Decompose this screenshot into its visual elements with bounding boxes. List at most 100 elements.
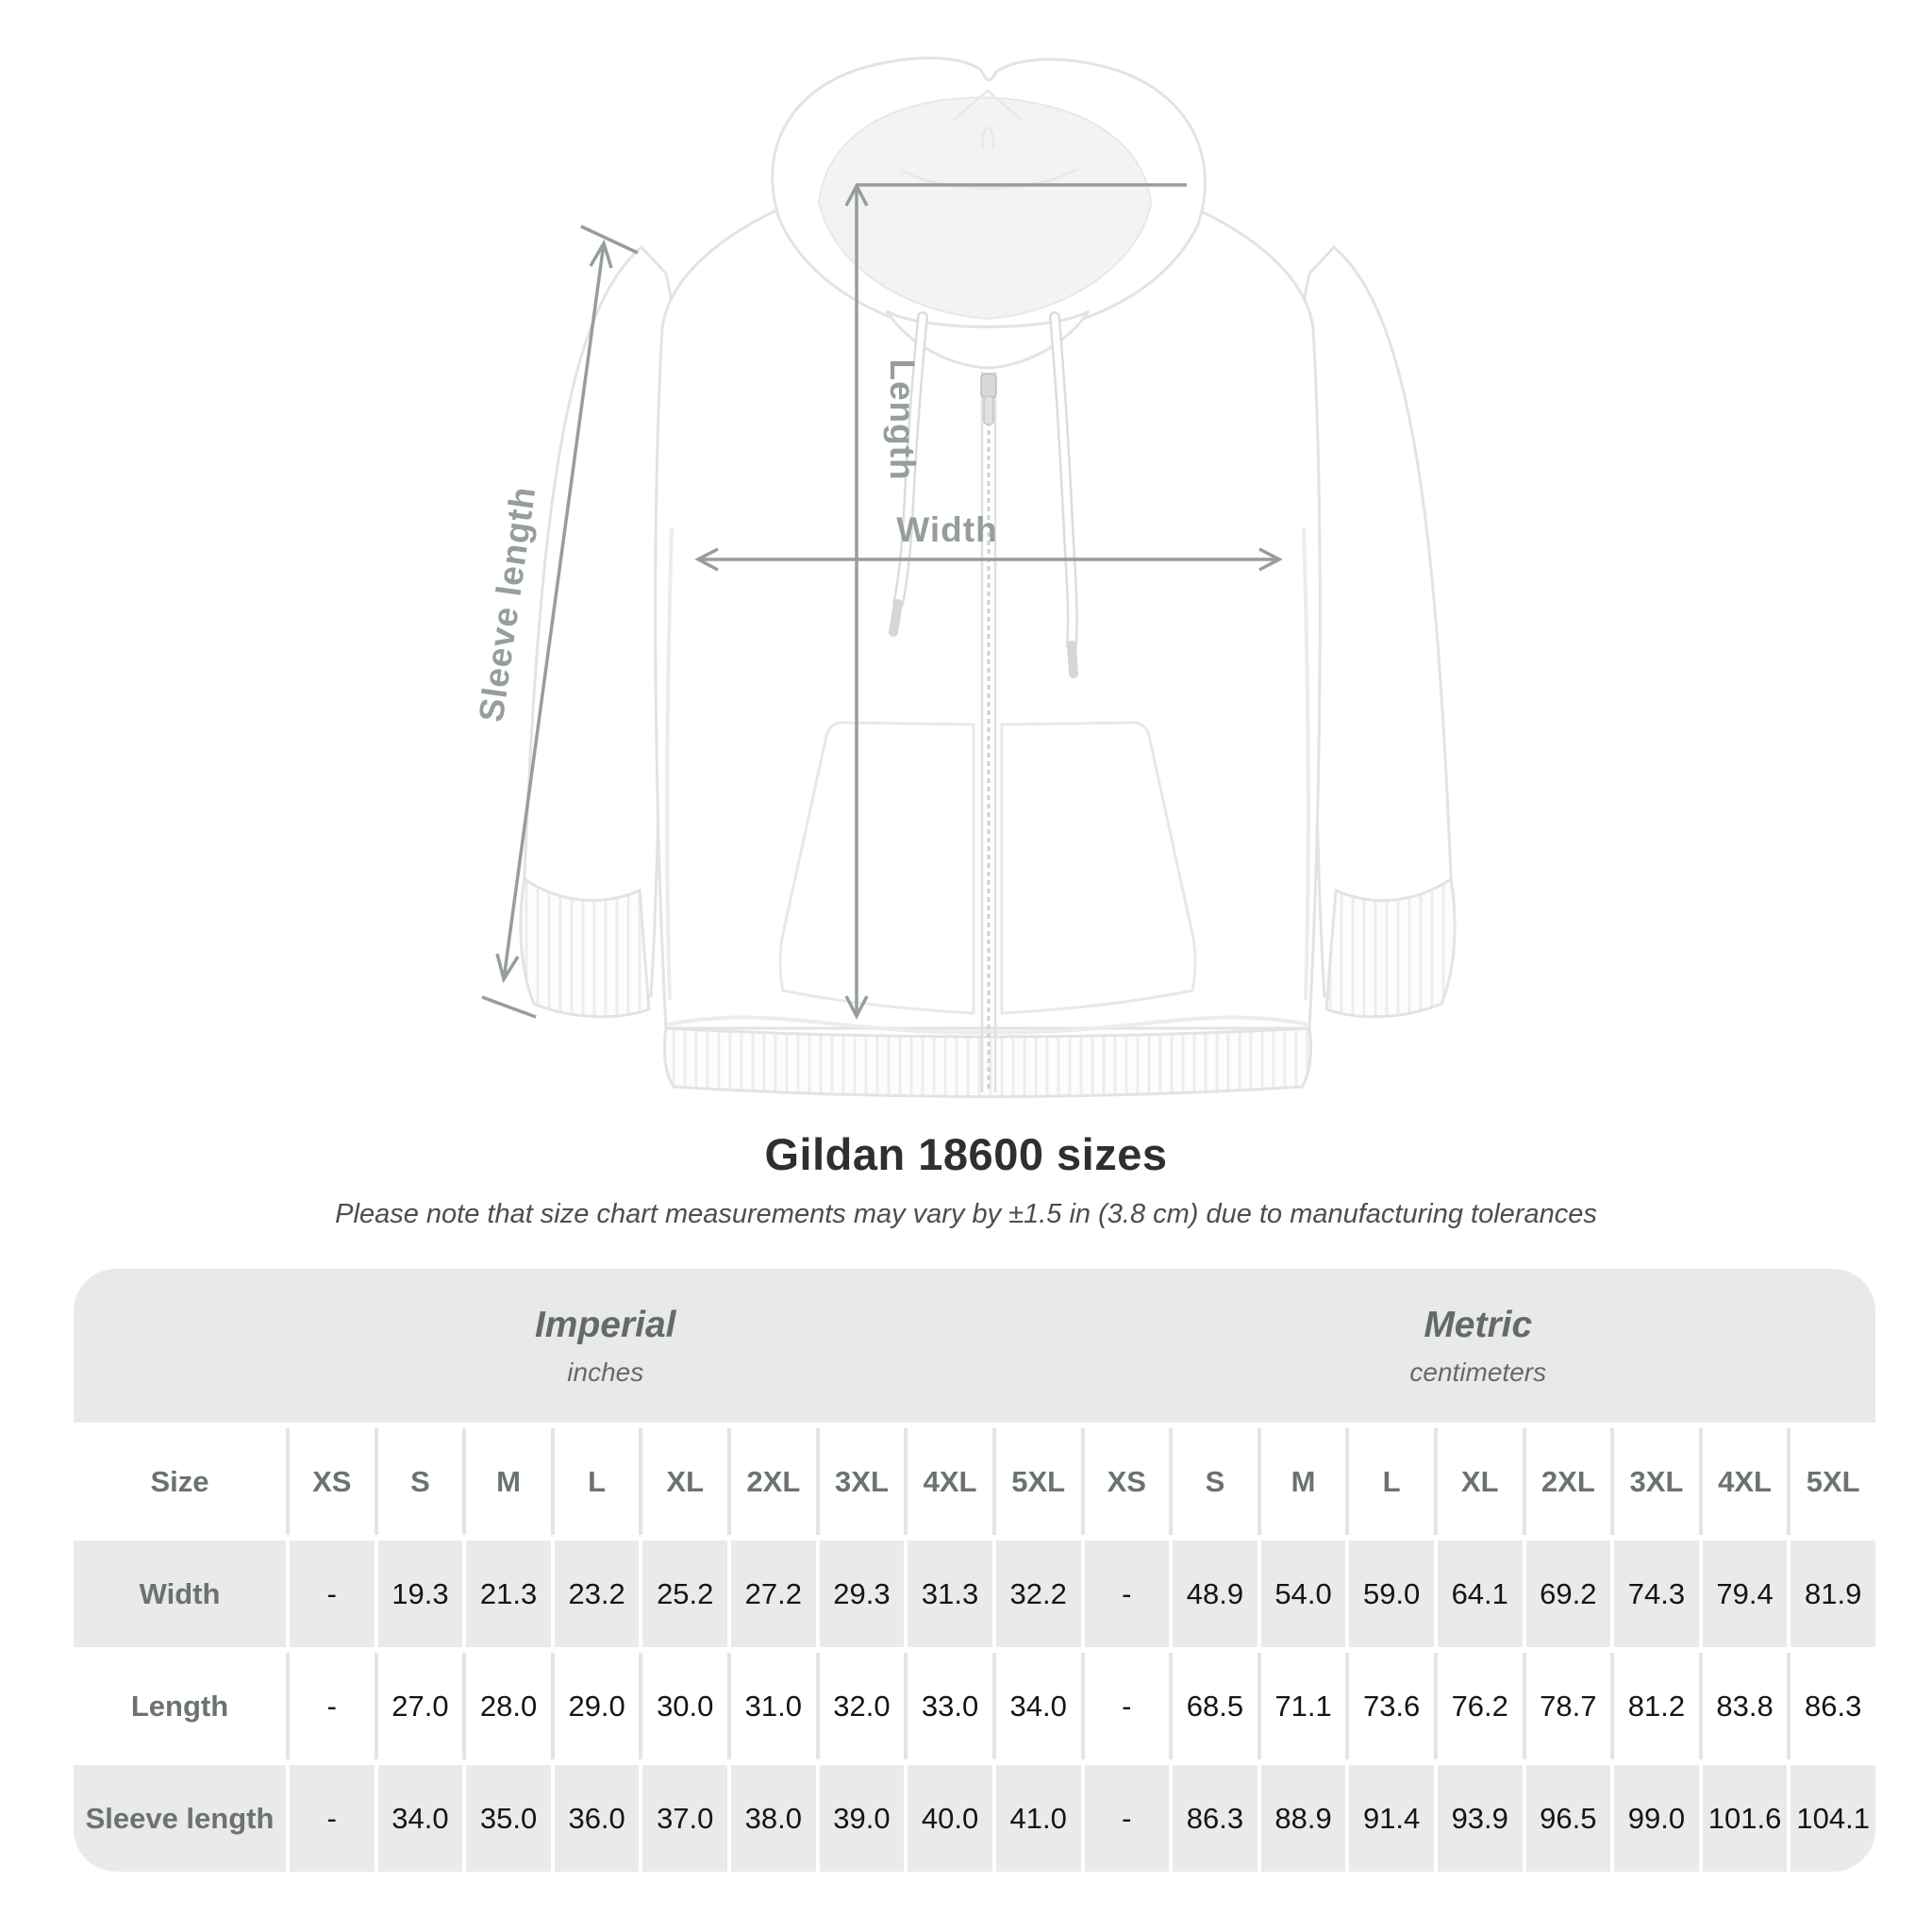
value-cell: 76.2 [1433,1653,1523,1759]
left-cuff [519,876,651,1019]
imperial-group-label: Imperial [534,1304,676,1345]
right-cuff [1324,876,1457,1019]
value-cell: 29.0 [550,1653,640,1759]
length-arrowhead-top [844,182,869,207]
size-header-cell: 5XL [991,1428,1081,1535]
size-header-cell: M [462,1428,551,1535]
value-cell: - [1080,1765,1170,1872]
heading-block: Gildan 18600 sizes Please note that size… [0,1128,1932,1230]
value-cell: 86.3 [1169,1765,1257,1872]
sleeve-length-row: Sleeve length -34.0 35.0 36.0 37.0 38.0 39.0 4… [74,1765,1875,1872]
value-cell: 48.9 [1169,1541,1257,1647]
value-cell: 37.0 [639,1765,728,1872]
drawstrings [889,311,1078,678]
tolerance-note: Please note that size chart measurements… [335,1199,1597,1229]
size-header-cell: 2XL [1522,1428,1611,1535]
value-cell: 21.3 [462,1541,551,1647]
value-cell: 88.9 [1257,1765,1346,1872]
size-header-cell: XL [1433,1428,1523,1535]
size-table: Imperial inches Metric centimeters Size … [74,1269,1875,1872]
sleeve-tick-top [580,225,639,255]
value-cell: 31.0 [727,1653,816,1759]
size-header-cell: 4XL [904,1428,992,1535]
value-cell: 29.3 [815,1541,905,1647]
value-cell: 32.0 [815,1653,905,1759]
metric-group-label: Metric [1424,1304,1533,1345]
value-cell: 27.2 [727,1541,816,1647]
sleeve-arrow-line [502,242,606,980]
value-cell: 33.0 [904,1653,992,1759]
value-cell: 34.0 [374,1765,463,1872]
size-column-header: Size [74,1428,286,1535]
value-cell: - [1080,1541,1170,1647]
value-cell: - [286,1765,375,1872]
value-cell: 32.2 [991,1541,1081,1647]
sleeve-arrowhead-top [589,239,613,269]
length-arrowhead-bottom [844,995,869,1020]
value-cell: 71.1 [1257,1653,1346,1759]
value-cell: 73.6 [1345,1653,1434,1759]
imperial-group-header: Imperial inches [102,1269,1109,1423]
size-header-cell: 4XL [1698,1428,1788,1535]
value-cell: 31.3 [904,1541,992,1647]
zipper-pull [983,395,994,425]
row-label: Width [74,1541,286,1647]
value-cell: 30.0 [639,1653,728,1759]
value-cell: 101.6 [1698,1765,1788,1872]
value-cell: 28.0 [462,1653,551,1759]
value-cell: 69.2 [1522,1541,1611,1647]
value-cell: 83.8 [1698,1653,1788,1759]
width-arrowhead-right [1258,547,1283,572]
width-arrowhead-left [694,547,719,572]
sleeve-arrowhead-bottom [495,953,520,984]
width-row: Width -19.3 21.3 23.2 25.2 27.2 29.3 31.3 32.2-… [74,1541,1875,1647]
value-cell: - [286,1541,375,1647]
value-cell: 54.0 [1257,1541,1346,1647]
size-header-cell: S [374,1428,463,1535]
value-cell: 74.3 [1610,1541,1699,1647]
sleeve-tick-bottom [481,995,537,1019]
size-header-cell: S [1169,1428,1257,1535]
hanger-loop [981,126,994,150]
imperial-unit-label: inches [567,1357,644,1387]
value-cell: - [286,1653,375,1759]
metric-unit-label: centimeters [1409,1357,1547,1387]
value-cell: 79.4 [1698,1541,1788,1647]
value-cell: 81.2 [1610,1653,1699,1759]
size-header-cell: L [1345,1428,1434,1535]
value-cell: 38.0 [727,1765,816,1872]
value-cell: 36.0 [550,1765,640,1872]
value-cell: 27.0 [374,1653,463,1759]
hoodie-diagram: Length Width Sleeve length [472,56,1457,1098]
value-cell: 40.0 [904,1765,992,1872]
value-cell: 34.0 [991,1653,1081,1759]
hoodie-illustration [519,56,1457,1098]
value-cell: 59.0 [1345,1541,1434,1647]
value-cell: 64.1 [1433,1541,1523,1647]
zipper [980,372,997,1092]
size-header-cell: XS [1080,1428,1170,1535]
value-cell: - [1080,1653,1170,1759]
hood-interior [817,96,1153,321]
size-header-cell: L [550,1428,640,1535]
size-header-cell: XS [286,1428,375,1535]
left-sleeve [521,244,679,998]
page-title: Gildan 18600 sizes [764,1129,1168,1179]
size-header-cell: XL [639,1428,728,1535]
right-sleeve [1296,244,1455,998]
width-annotation-label: Width [896,510,997,549]
size-header-row: Size XS S M L XL 2XL 3XL 4XL 5XL XS S M L XL 2XL 3XL 4XL… [74,1428,1875,1535]
zipper-slider [980,373,997,399]
size-header-cell: 3XL [1610,1428,1699,1535]
value-cell: 104.1 [1787,1765,1875,1872]
length-annotation-label: Length [883,358,922,480]
value-cell: 99.0 [1610,1765,1699,1872]
value-cell: 96.5 [1522,1765,1611,1872]
metric-group-header: Metric centimeters [1081,1269,1876,1423]
left-pocket [778,721,975,1015]
value-cell: 19.3 [374,1541,463,1647]
length-row: Length -27.0 28.0 29.0 30.0 31.0 32.0 33.0 34.0… [74,1653,1875,1759]
size-header-cell: M [1257,1428,1346,1535]
value-cell: 93.9 [1433,1765,1523,1872]
value-cell: 35.0 [462,1765,551,1872]
